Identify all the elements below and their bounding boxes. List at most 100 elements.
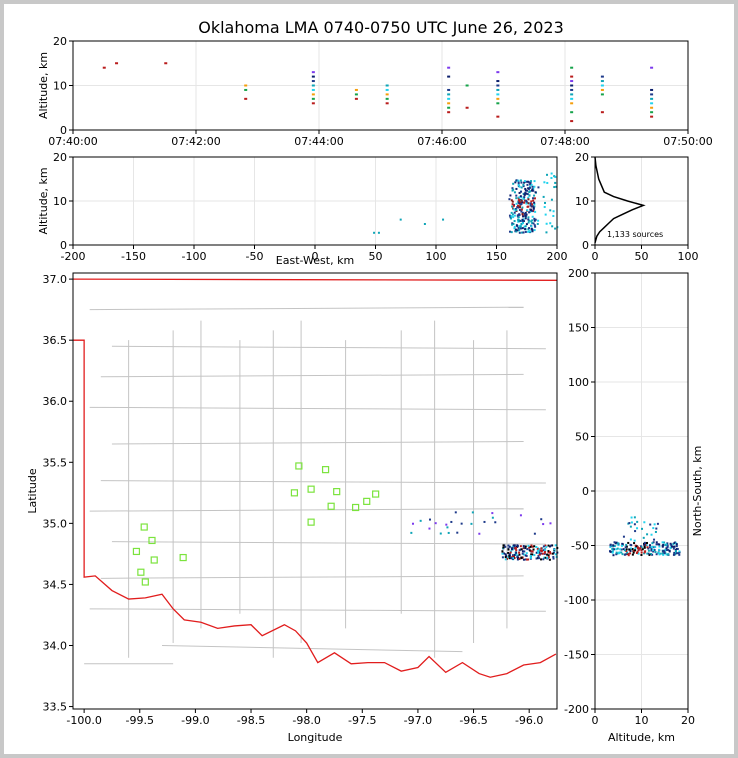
ew-source-point: [528, 227, 531, 230]
map-source-point: [447, 531, 450, 534]
ns-source-point: [651, 542, 654, 545]
ew-source-point: [526, 183, 529, 186]
ns-source-point: [625, 545, 628, 548]
hist-tick-label: 0: [592, 250, 599, 263]
ew-tick-label: -150: [121, 250, 146, 263]
lat-tick-label: 35.5: [43, 456, 68, 469]
lma-station-marker: [333, 488, 341, 496]
ns-source-point: [627, 552, 630, 555]
ew-source-point: [522, 215, 525, 218]
ns-source-point: [609, 545, 612, 548]
ns-source-point: [629, 547, 632, 550]
ns-source-point: [640, 549, 643, 552]
map-source-point: [519, 548, 522, 551]
ew-source-point: [531, 203, 534, 206]
map-source-point: [518, 549, 521, 552]
ew-source-point: [526, 209, 529, 212]
ew-source-point: [512, 222, 515, 225]
ns-source-point: [609, 544, 612, 547]
county-boundary: [100, 373, 524, 378]
ew-source-point: [533, 194, 536, 197]
ns-source-point: [669, 546, 672, 549]
ns-source-point: [609, 550, 612, 553]
ew-source-point: [530, 200, 533, 203]
map-source-point: [552, 555, 555, 558]
ns-source-point: [620, 544, 623, 547]
ew-source-point: [532, 208, 535, 211]
map-source-point: [439, 532, 442, 535]
map-source-point: [549, 522, 552, 525]
map-source-point: [547, 554, 550, 557]
ew-source-point: [521, 222, 524, 225]
map-source-point: [518, 557, 521, 560]
ns-source-point: [629, 525, 632, 528]
time-source-point: [570, 80, 574, 83]
map-source-point: [508, 554, 511, 557]
ns-source-point: [612, 544, 615, 547]
time-source-point: [570, 75, 574, 78]
ns-source-point: [670, 545, 673, 548]
ns-source-point: [622, 548, 625, 551]
ew-source-point: [554, 227, 557, 230]
ns-source-point: [615, 553, 618, 556]
time-source-point: [385, 102, 389, 105]
ns-source-point: [655, 543, 658, 546]
map-source-point: [501, 550, 504, 553]
lon-tick-label: -97.0: [404, 714, 432, 727]
ns-source-point: [625, 548, 628, 551]
time-source-point: [164, 62, 168, 65]
ew-alt-tick-label: 10: [53, 195, 67, 208]
map-source-point: [535, 551, 538, 554]
ew-source-point: [546, 181, 549, 184]
map-source-point: [505, 557, 508, 560]
map-source-point: [542, 549, 545, 552]
ew-tick-label: -200: [61, 250, 86, 263]
time-source-point: [102, 66, 106, 69]
ns-tick-label: -100: [564, 594, 589, 607]
ew-source-point: [515, 230, 518, 233]
map-source-point: [521, 552, 524, 555]
ew-source-point: [520, 203, 523, 206]
time-source-point: [311, 102, 315, 105]
map-source-point: [526, 548, 529, 551]
ew-source-point: [518, 228, 521, 231]
ew-source-point: [518, 209, 521, 212]
ns-xlabel: Altitude, km: [608, 731, 675, 744]
ew-source-point: [515, 187, 518, 190]
map-source-point: [533, 532, 536, 535]
ew-source-point: [533, 229, 536, 232]
map-source-point: [540, 518, 543, 521]
ns-source-point: [663, 551, 666, 554]
lon-tick-label: -96.0: [515, 714, 543, 727]
ns-tick-label: -150: [564, 649, 589, 662]
ns-source-point: [622, 535, 625, 538]
ns-source-point: [637, 549, 640, 552]
ns-source-point: [673, 541, 676, 544]
ew-source-point: [517, 183, 520, 186]
ew-source-point: [521, 218, 524, 221]
map-source-point: [539, 549, 542, 552]
ew-source-point: [544, 213, 547, 216]
state-border-north: [72, 278, 558, 281]
ns-alt-tick-label: 0: [592, 714, 599, 727]
map-source-point: [411, 522, 414, 525]
ns-source-point: [633, 523, 636, 526]
ew-source-point: [518, 213, 521, 216]
ns-source-point: [648, 553, 651, 556]
lat-tick-label: 33.5: [43, 701, 68, 714]
map-source-point: [552, 551, 555, 554]
ew-tick-label: 100: [426, 250, 447, 263]
time-source-point: [385, 84, 389, 87]
ew-source-point: [527, 218, 530, 221]
time-tick-label: 07:44:00: [294, 135, 343, 148]
ew-source-point: [519, 179, 522, 182]
time-tick-label: 07:42:00: [171, 135, 220, 148]
time-source-point: [650, 97, 654, 100]
map-source-point: [535, 557, 538, 560]
map-source-point: [518, 551, 521, 554]
map-source-point: [529, 545, 532, 548]
map-source-point: [494, 521, 497, 524]
map-source-point: [541, 552, 544, 555]
ew-source-point: [525, 199, 528, 202]
ew-source-point: [521, 206, 524, 209]
